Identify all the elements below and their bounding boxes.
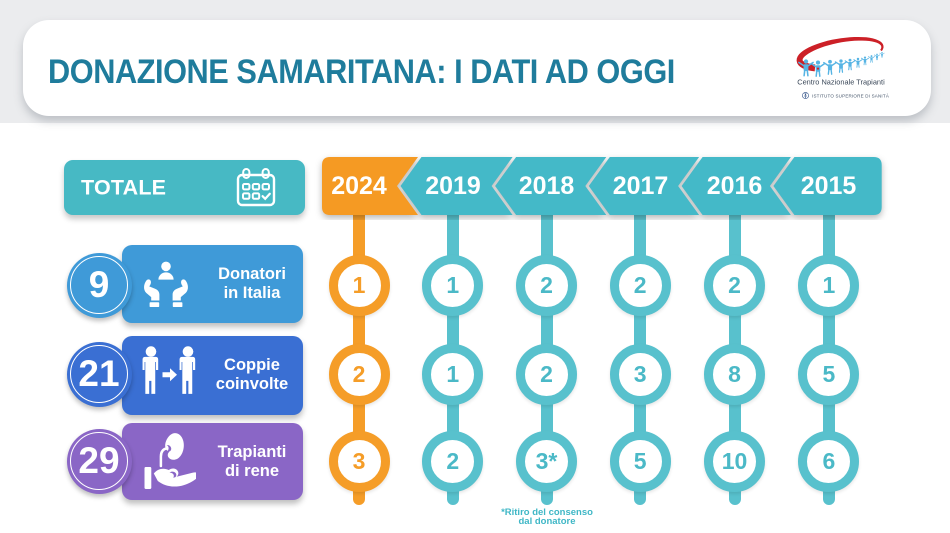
svg-text:Centro Nazionale Trapianti: Centro Nazionale Trapianti bbox=[797, 78, 885, 87]
svg-text:ISTITUTO SUPERIORE DI SANITÀ: ISTITUTO SUPERIORE DI SANITÀ bbox=[812, 92, 889, 98]
